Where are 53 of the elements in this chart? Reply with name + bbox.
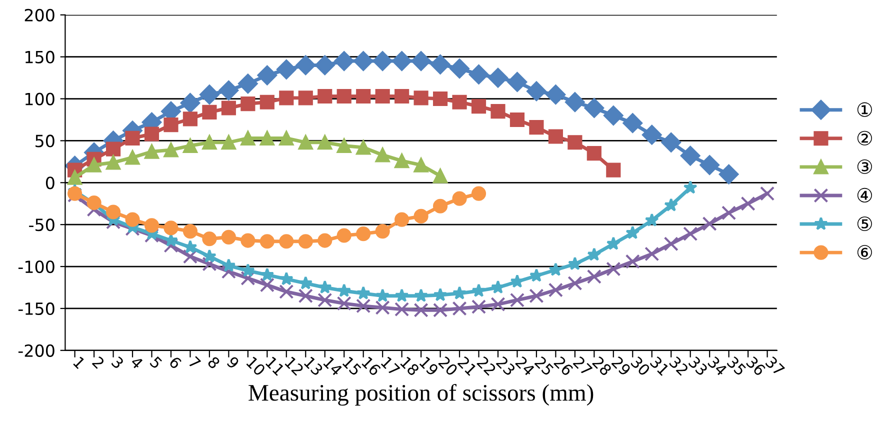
y-tick-label: 50 <box>36 134 54 148</box>
x-tick-label: 23 <box>496 356 516 376</box>
x-tick-label: 21 <box>457 356 478 376</box>
y-tick-label: 150 <box>25 50 54 64</box>
x-tick-label: 8 <box>207 356 221 370</box>
x-tick-label: 31 <box>650 356 670 376</box>
x-tick-label: 9 <box>226 356 240 370</box>
x-tick-label: 18 <box>400 356 420 376</box>
x-tick-label: 10 <box>246 356 266 376</box>
x-tick-label: 5 <box>149 356 163 370</box>
x-tick-label: 36 <box>746 356 766 376</box>
x-tick-label: 27 <box>572 356 593 376</box>
legend-label: ⑥ <box>857 245 872 260</box>
x-tick-label: 3 <box>110 356 124 370</box>
legend-label: ② <box>857 130 872 146</box>
x-tick-label: 35 <box>726 356 747 376</box>
y-tick-label: -200 <box>18 344 54 357</box>
x-tick-label: 16 <box>361 356 382 376</box>
x-tick-label: 26 <box>553 356 574 376</box>
legend-label: ③ <box>857 159 872 174</box>
y-tick-label: -100 <box>18 260 54 274</box>
legend-label: ④ <box>857 188 872 202</box>
x-tick-label: 20 <box>438 356 458 376</box>
x-tick-label: 7 <box>188 356 202 370</box>
y-tick-label: 100 <box>25 92 54 106</box>
x-tick-label: 15 <box>342 356 362 376</box>
x-tick-label: 19 <box>419 356 440 376</box>
legend-label: ① <box>857 102 872 117</box>
x-tick-label: 37 <box>764 356 786 376</box>
x-tick-label: 28 <box>592 356 612 376</box>
y-tick-label: 0 <box>46 176 54 190</box>
x-tick-label: 12 <box>284 356 304 376</box>
y-tick-label: 200 <box>24 8 54 22</box>
x-tick-label: 30 <box>630 356 651 376</box>
y-tick-label: -50 <box>29 218 54 232</box>
x-tick-label: 29 <box>611 356 632 376</box>
x-tick-label: 1 <box>73 356 86 369</box>
x-tick-label: 11 <box>265 356 285 376</box>
x-tick-label: 13 <box>304 356 324 376</box>
x-tick-label: 25 <box>534 356 554 376</box>
x-tick-label: 34 <box>707 356 728 376</box>
y-tick-label: -150 <box>18 302 54 316</box>
x-tick-label: 22 <box>476 356 496 376</box>
x-tick-label: 2 <box>92 356 105 369</box>
x-tick-label: 14 <box>323 356 343 376</box>
x-tick-label: 24 <box>515 356 536 376</box>
x-tick-label: 6 <box>168 356 182 370</box>
x-tick-label: 4 <box>130 356 144 370</box>
x-axis-title: Measuring position of scissors (mm) <box>248 384 594 406</box>
x-tick-label: 33 <box>688 356 708 376</box>
x-tick-label: 32 <box>668 356 689 376</box>
legend-label: ⑤ <box>857 216 872 232</box>
x-tick-label: 17 <box>380 356 400 376</box>
